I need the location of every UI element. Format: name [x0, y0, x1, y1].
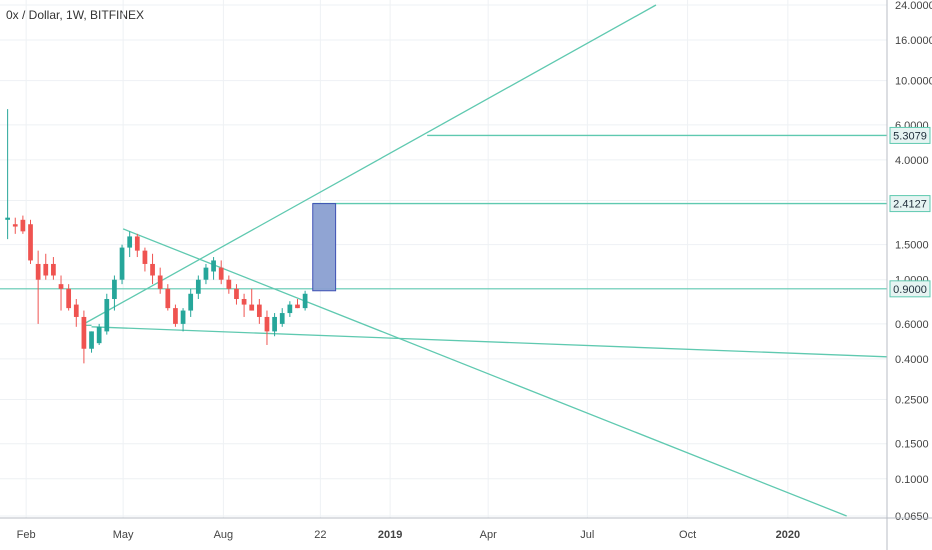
- candle-body: [104, 299, 110, 332]
- y-tick-label: 0.0650: [895, 511, 929, 523]
- candle-body: [51, 263, 56, 276]
- candle-body: [28, 224, 33, 261]
- candle-body: [234, 288, 239, 300]
- candle-body: [203, 267, 209, 280]
- trendline: [91, 326, 888, 358]
- candle-body: [73, 304, 79, 317]
- grid-layer: [0, 0, 887, 518]
- x-tick-label: Apr: [480, 529, 497, 541]
- target-box-layer: [312, 203, 337, 292]
- x-tick-label: 22: [314, 529, 326, 541]
- candle-body: [89, 331, 94, 349]
- candle-body: [272, 316, 277, 332]
- chart-title: 0x / Dollar, 1W, BITFINEX: [6, 8, 145, 22]
- price-badge-label: 0.9000: [893, 284, 927, 296]
- target-box: [312, 203, 337, 292]
- x-tick-label: 2020: [776, 529, 800, 541]
- candle-body: [81, 316, 87, 349]
- candle-body: [195, 279, 201, 294]
- candle-body: [302, 293, 308, 309]
- candle-body: [211, 260, 216, 272]
- x-tick-label: Oct: [679, 529, 696, 541]
- y-tick-label: 4.0000: [895, 155, 929, 167]
- candle-body: [142, 250, 148, 264]
- y-tick-label: 10.0000: [895, 76, 932, 88]
- price-badge-label: 5.3079: [893, 130, 927, 142]
- trendline-layer: [0, 4, 888, 517]
- candle-body: [12, 224, 18, 227]
- price-badge: [889, 280, 931, 298]
- candle-body: [295, 304, 300, 309]
- x-tick-label: Aug: [214, 529, 234, 541]
- price-badge: [889, 126, 931, 144]
- candle-body: [134, 236, 140, 251]
- x-tick-label: May: [113, 529, 134, 541]
- candle-body: [35, 263, 41, 280]
- candle-body: [150, 263, 155, 276]
- candle-body: [256, 304, 262, 317]
- y-tick-label: 24.0000: [895, 0, 932, 12]
- candle-body: [218, 267, 224, 280]
- candle-body: [249, 304, 255, 311]
- y-tick-label: 16.0000: [895, 35, 932, 47]
- candle-body: [58, 284, 64, 289]
- candle-body: [226, 279, 232, 289]
- candle-body: [188, 293, 194, 311]
- candle-body: [264, 316, 270, 332]
- candle-body: [20, 219, 26, 232]
- y-tick-label: 0.1500: [895, 439, 929, 451]
- y-tick-label: 0.6000: [895, 319, 929, 331]
- candle-body: [127, 236, 133, 248]
- y-tick-label: 0.1000: [895, 474, 929, 486]
- x-tick-label: Feb: [17, 529, 36, 541]
- x-tick-label: Jul: [580, 529, 594, 541]
- y-tick-label: 0.4000: [895, 354, 929, 366]
- candle-body: [119, 247, 125, 280]
- candle-body: [279, 313, 285, 324]
- candle-body: [157, 275, 163, 289]
- trendline: [83, 4, 657, 325]
- candle-body: [165, 288, 171, 309]
- candle-body: [112, 279, 117, 300]
- candle-body: [173, 308, 178, 324]
- x-tick-label: 2019: [378, 529, 402, 541]
- candle-body: [43, 263, 49, 276]
- candle-body: [241, 299, 247, 305]
- trendline: [122, 228, 847, 517]
- y-tick-label: 1.5000: [895, 240, 929, 252]
- candle-layer: [5, 109, 308, 364]
- price-badge: [889, 195, 931, 213]
- price-badge-label: 2.4127: [893, 199, 927, 211]
- candle-body: [180, 310, 186, 324]
- candle-body: [287, 304, 293, 314]
- candle-body: [5, 217, 10, 220]
- y-tick-label: 0.2500: [895, 395, 929, 407]
- candle-body: [96, 326, 102, 344]
- candle-body: [66, 288, 72, 309]
